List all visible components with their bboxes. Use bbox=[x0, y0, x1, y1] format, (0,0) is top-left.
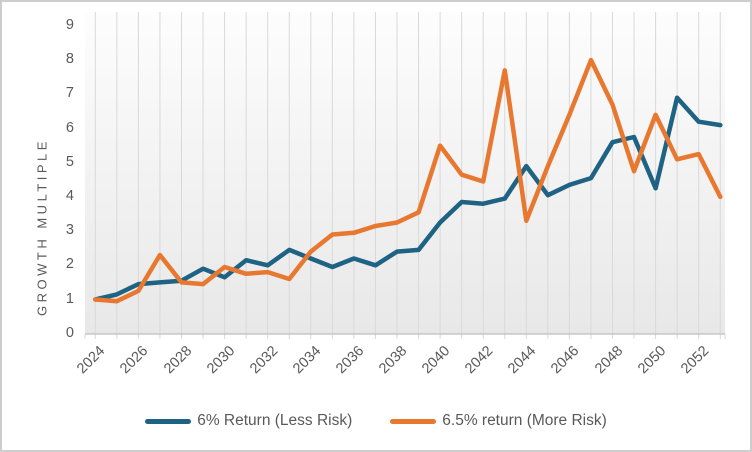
series-line-more-risk bbox=[93, 57, 723, 304]
y-tick-label: 2 bbox=[65, 256, 74, 273]
y-tick-label: 9 bbox=[65, 16, 74, 33]
y-tick-label: 3 bbox=[65, 222, 74, 239]
legend-item-less-risk: 6% Return (Less Risk) bbox=[145, 412, 352, 430]
y-tick-label: 8 bbox=[65, 51, 74, 68]
y-tick-label: 0 bbox=[65, 324, 74, 341]
legend-label-more-risk: 6.5% return (More Risk) bbox=[442, 412, 607, 429]
series-line-less-risk bbox=[93, 95, 723, 302]
legend-label-less-risk: 6% Return (Less Risk) bbox=[197, 412, 353, 429]
legend: 6% Return (Less Risk) 6.5% return (More … bbox=[2, 412, 750, 430]
legend-swatch-orange-line-icon bbox=[390, 418, 437, 424]
y-tick-label: 1 bbox=[65, 290, 74, 307]
y-tick-label: 6 bbox=[65, 119, 74, 136]
legend-swatch-blue-line-icon bbox=[145, 418, 192, 424]
y-tick-label: 5 bbox=[65, 153, 74, 170]
y-tick-label: 4 bbox=[65, 187, 74, 204]
y-tick-label: 7 bbox=[65, 85, 74, 102]
plot-background bbox=[85, 12, 725, 334]
legend-item-more-risk: 6.5% return (More Risk) bbox=[390, 412, 607, 430]
